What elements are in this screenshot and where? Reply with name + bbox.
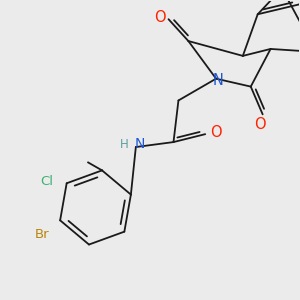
Text: O: O	[154, 10, 165, 25]
Text: Cl: Cl	[40, 175, 53, 188]
Text: H: H	[120, 138, 128, 151]
Text: O: O	[210, 125, 222, 140]
Text: O: O	[254, 117, 266, 132]
Text: Br: Br	[35, 228, 50, 241]
Text: N: N	[213, 73, 224, 88]
Text: N: N	[135, 137, 145, 151]
